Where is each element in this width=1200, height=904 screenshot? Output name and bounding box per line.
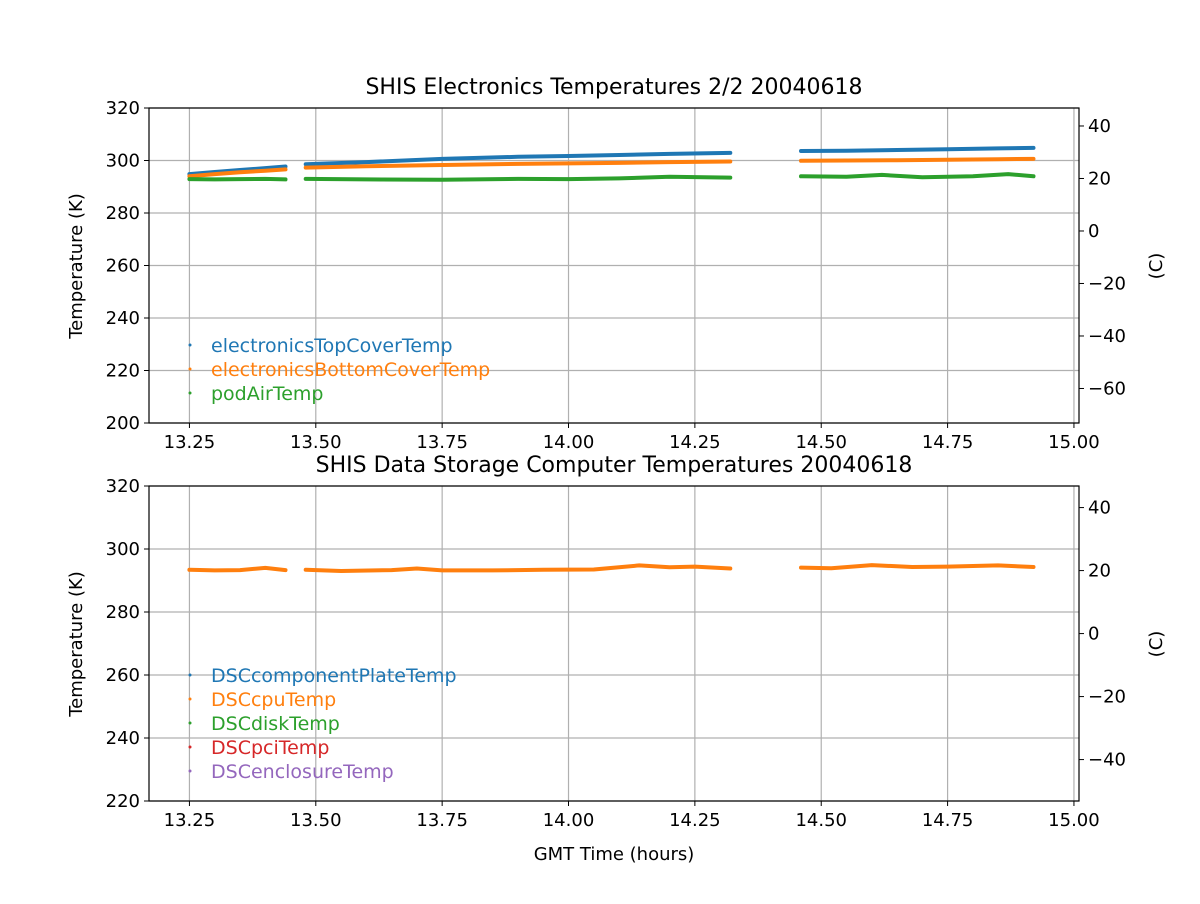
top-y2-tick-label: −40 xyxy=(1088,326,1126,347)
bottom-x-tick-label: 14.75 xyxy=(922,810,974,831)
bottom-ticks: 13.25 13.50 13.75 14.00 14.25 14.50 14.75 15.00… xyxy=(106,476,1126,831)
top-x-tick-label: 14.00 xyxy=(543,432,595,453)
top-chart-title: SHIS Electronics Temperatures 2/2 200406… xyxy=(365,75,862,100)
top-y-tick-label: 320 xyxy=(106,98,140,119)
legend-label-dscdisktemp: DSCdiskTemp xyxy=(211,713,340,735)
legend-label-electronicsbottomcovertemp: electronicsBottomCoverTemp xyxy=(211,359,490,381)
legend-marker-electronicsbottomcovertemp xyxy=(188,367,192,371)
bottom-y-tick-label: 280 xyxy=(106,602,140,623)
top-subplot: SHIS Electronics Temperatures 2/2 200406… xyxy=(66,75,1167,453)
top-x-tick-label: 14.75 xyxy=(922,432,974,453)
bottom-y2-tick-label: 0 xyxy=(1088,624,1099,645)
x-axis-label: GMT Time (hours) xyxy=(534,844,695,865)
legend-marker-dscdisktemp xyxy=(188,721,192,725)
top-series-electronicsbottomcovertemp xyxy=(303,159,733,170)
top-x-tick-label: 14.25 xyxy=(669,432,721,453)
top-y2-tick-label: −20 xyxy=(1088,273,1126,294)
legend-marker-dsccomponentplatetemp xyxy=(188,673,192,677)
bottom-y-tick-label: 220 xyxy=(106,791,140,812)
legend-label-dscpcitemp: DSCpciTemp xyxy=(211,737,329,759)
legend-label-podairtemp: podAirTemp xyxy=(211,383,323,405)
top-y-tick-label: 240 xyxy=(106,308,140,329)
top-x-tick-label: 13.25 xyxy=(164,432,216,453)
legend-label-dscenclosuretemp: DSCenclosureTemp xyxy=(211,761,394,783)
bottom-y-tick-label: 240 xyxy=(106,728,140,749)
bottom-x-tick-label: 14.25 xyxy=(669,810,721,831)
legend-label-dsccputemp: DSCcpuTemp xyxy=(211,689,336,711)
bottom-y2-tick-label: −20 xyxy=(1088,687,1126,708)
bottom-x-tick-label: 14.50 xyxy=(795,810,847,831)
bottom-y-tick-label: 300 xyxy=(106,539,140,560)
bottom-y-tick-label: 320 xyxy=(106,476,140,497)
bottom-x-tick-label: 13.75 xyxy=(416,810,468,831)
top-series-electronicstopcovertemp xyxy=(303,150,733,167)
top-y2-tick-label: 40 xyxy=(1088,116,1111,137)
top-series-podairtemp xyxy=(187,176,288,182)
top-series-electronicstopcovertemp xyxy=(799,145,1036,153)
legend-marker-dscenclosuretemp xyxy=(188,769,192,773)
bottom-x-tick-label: 14.00 xyxy=(543,810,595,831)
top-x-tick-label: 14.50 xyxy=(795,432,847,453)
top-ticks: 13.25 13.50 13.75 14.00 14.25 14.50 14.75 15.00… xyxy=(106,98,1126,453)
top-series-electronicstopcovertemp xyxy=(187,164,288,177)
bottom-series-dsccputemp xyxy=(799,563,1036,571)
top-y-tick-label: 220 xyxy=(106,361,140,382)
top-y2-tick-label: 20 xyxy=(1088,168,1111,189)
bottom-chart-title: SHIS Data Storage Computer Temperatures … xyxy=(316,453,913,478)
top-legend: electronicsTopCoverTempelectronicsBottom… xyxy=(188,335,490,405)
legend-marker-electronicstopcovertemp xyxy=(188,343,192,347)
bottom-subplot: SHIS Data Storage Computer Temperatures … xyxy=(66,453,1167,865)
top-x-tick-label: 15.00 xyxy=(1048,432,1100,453)
bottom-plot-data xyxy=(187,563,1036,573)
top-x-tick-label: 13.75 xyxy=(416,432,468,453)
legend-marker-dscpcitemp xyxy=(188,745,192,749)
legend-marker-dsccputemp xyxy=(188,697,192,701)
bottom-y2-tick-label: 20 xyxy=(1088,561,1111,582)
legend-marker-podairtemp xyxy=(188,391,192,395)
bottom-x-tick-label: 13.50 xyxy=(290,810,342,831)
top-series-electronicsbottomcovertemp xyxy=(187,167,288,179)
top-plot-data xyxy=(187,145,1036,182)
top-y-tick-label: 300 xyxy=(106,151,140,172)
top-y-tick-label: 260 xyxy=(106,256,140,277)
top-y-axis-label: Temperature (K) xyxy=(66,193,87,340)
bottom-y2-tick-label: −40 xyxy=(1088,750,1126,771)
bottom-axes-frame xyxy=(148,485,1080,802)
top-right-axis-label: (C) xyxy=(1146,253,1167,280)
top-series-podairtemp xyxy=(303,174,733,182)
bottom-y2-tick-label: 40 xyxy=(1088,498,1111,519)
top-series-electronicsbottomcovertemp xyxy=(799,156,1036,163)
legend-label-electronicstopcovertemp: electronicsTopCoverTemp xyxy=(211,335,453,357)
top-y-tick-label: 200 xyxy=(106,413,140,434)
bottom-y-tick-label: 260 xyxy=(106,665,140,686)
top-y2-tick-label: 0 xyxy=(1088,221,1099,242)
legend-label-dsccomponentplatetemp: DSCcomponentPlateTemp xyxy=(211,665,457,687)
top-series-podairtemp xyxy=(799,172,1036,180)
top-y-tick-label: 280 xyxy=(106,203,140,224)
bottom-right-axis-label: (C) xyxy=(1146,631,1167,658)
bottom-x-tick-label: 15.00 xyxy=(1048,810,1100,831)
bottom-x-tick-label: 13.25 xyxy=(164,810,216,831)
bottom-series-dsccputemp xyxy=(303,563,733,573)
bottom-y-axis-label: Temperature (K) xyxy=(66,571,87,718)
top-x-tick-label: 13.50 xyxy=(290,432,342,453)
top-y2-tick-label: −60 xyxy=(1088,378,1126,399)
bottom-legend: DSCcomponentPlateTempDSCcpuTempDSCdiskTe… xyxy=(188,665,457,783)
bottom-series-dsccputemp xyxy=(187,565,288,573)
